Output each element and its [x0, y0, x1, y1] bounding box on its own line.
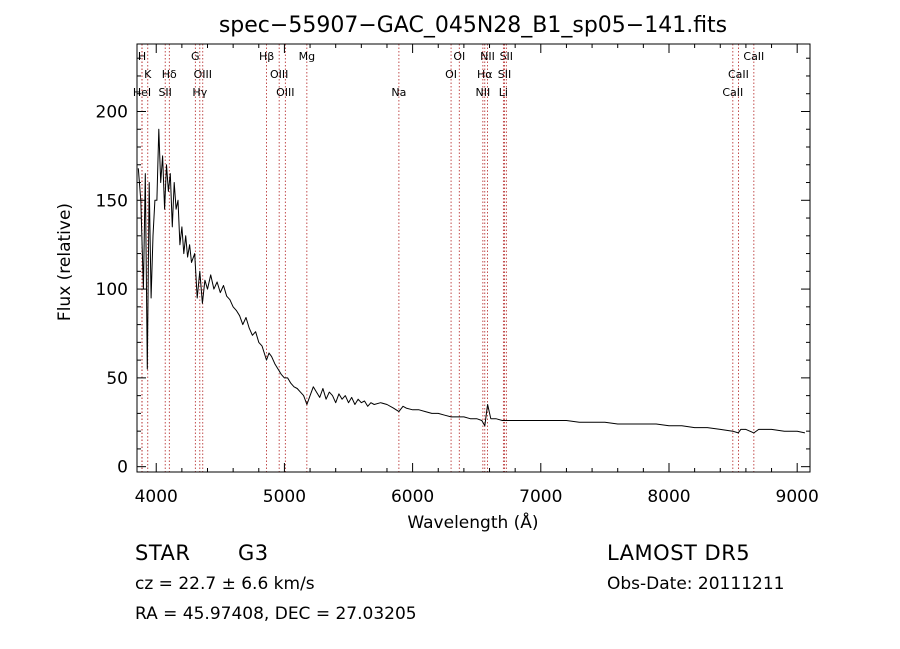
spectrum-series: [137, 128, 806, 434]
line-marker-label: HeI: [133, 86, 151, 99]
line-marker-label: G: [191, 50, 200, 63]
line-marker-label: NII: [475, 86, 490, 99]
line-marker-label: OIII: [276, 86, 294, 99]
y-tick-label: 200: [96, 102, 128, 122]
x-tick-label: 5000: [263, 487, 306, 507]
observation-date: Obs-Date: 20111211: [607, 574, 785, 594]
object-class: STAR: [135, 541, 191, 565]
y-tick-label: 0: [117, 458, 128, 478]
x-tick-label: 4000: [135, 487, 178, 507]
axis-ticks: 4000 5000 6000 7000 8000 9000 0 50 100 150 200: [96, 44, 819, 507]
spectrum-line-0: [137, 128, 806, 434]
plot-frame: [136, 43, 811, 473]
line-marker-label: SII: [498, 68, 511, 81]
line-marker-label: SII: [500, 50, 513, 63]
line-marker-label: CaII: [743, 50, 764, 63]
line-marker-label: H: [138, 50, 146, 63]
line-marker-label: Hα: [477, 68, 493, 81]
y-axis-label: Flux (relative): [55, 203, 75, 321]
line-marker-label: Mg: [299, 50, 315, 63]
y-tick-label: 100: [96, 280, 128, 300]
coordinates-readout: RA = 45.97408, DEC = 27.03205: [135, 604, 417, 624]
line-marker-label: CaII: [728, 68, 749, 81]
line-marker-label: OI: [445, 68, 457, 81]
y-tick-label: 50: [106, 369, 128, 389]
x-tick-label: 8000: [647, 487, 690, 507]
line-marker-label: Hδ: [162, 68, 177, 81]
x-tick-label: 9000: [776, 487, 819, 507]
line-marker-label: Hβ: [259, 50, 274, 63]
line-marker-label: OI: [453, 50, 465, 63]
x-tick-label: 7000: [519, 487, 562, 507]
survey-name: LAMOST DR5: [607, 541, 751, 565]
spectral-line-markers: HK HeI Hδ SII G OIII Hγ Hβ OIII OIII Mg Na OI OI NII Hα…: [133, 44, 764, 472]
line-marker-label: K: [144, 68, 152, 81]
redshift-readout: cz = 22.7 ± 6.6 km/s: [135, 574, 315, 594]
chart-title: spec−55907−GAC_045N28_B1_sp05−141.fits: [219, 13, 727, 38]
x-tick-label: 6000: [391, 487, 434, 507]
y-tick-label: 150: [96, 191, 128, 211]
line-marker-label: Na: [391, 86, 406, 99]
line-marker-label: Li: [499, 86, 508, 99]
line-marker-label: OIII: [194, 68, 212, 81]
line-marker-label: CaII: [722, 86, 743, 99]
line-marker-label: Hγ: [192, 86, 207, 99]
object-subclass: G3: [238, 541, 269, 565]
line-marker-label: NII: [480, 50, 495, 63]
line-marker-label: SII: [158, 86, 171, 99]
line-marker-label: OIII: [270, 68, 288, 81]
x-axis-label: Wavelength (Å): [407, 511, 538, 533]
